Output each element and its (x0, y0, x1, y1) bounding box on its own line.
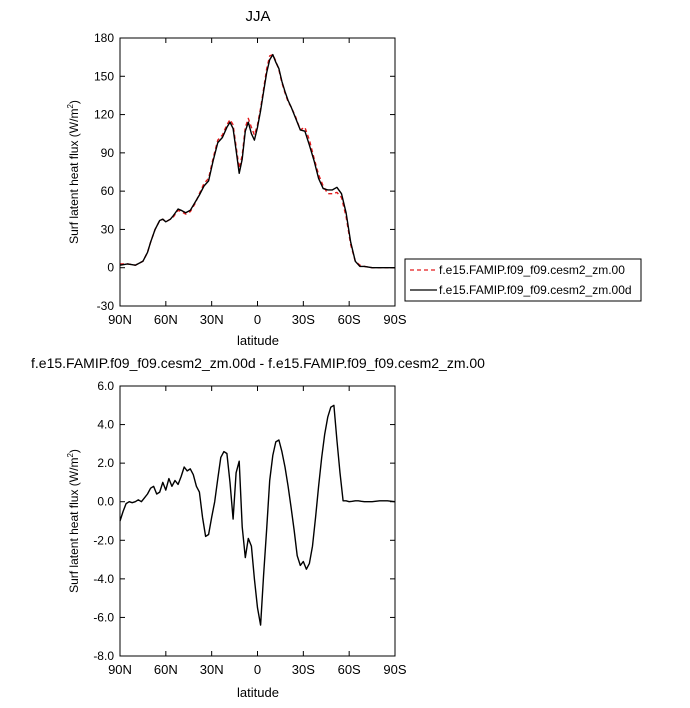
legend-box (404, 258, 642, 302)
top-x-axis: 90N 60N 30N 0 30S 60S 90S (108, 38, 407, 327)
legend-label: f.e15.FAMIP.f09_f09.cesm2_zm.00d (439, 283, 632, 297)
x-tick-label: 90N (108, 662, 132, 677)
y-tick-label: 6.0 (97, 379, 114, 393)
top-y-axis-label-close: ) (67, 100, 81, 104)
top-x-axis-label: latitude (237, 333, 279, 348)
bottom-panel: f.e15.FAMIP.f09_f09.cesm2_zm.00d - f.e15… (31, 355, 485, 700)
x-tick-label: 0 (254, 312, 261, 327)
top-y-axis: -30 0 30 60 90 120 150 180 (94, 31, 395, 313)
y-tick-label: -30 (97, 299, 115, 313)
x-tick-label: 30N (200, 312, 224, 327)
y-tick-label: 30 (101, 222, 115, 236)
y-tick-label: 0 (107, 261, 114, 275)
bottom-y-axis: -8.0 -6.0 -4.0 -2.0 0.0 2.0 4.0 6.0 (93, 379, 395, 663)
top-y-axis-label-sup: 2 (66, 104, 75, 109)
y-tick-label: 4.0 (97, 418, 114, 432)
top-chart-title: JJA (245, 8, 270, 25)
y-tick-label: -8.0 (93, 649, 114, 663)
y-tick-label: 120 (94, 108, 114, 122)
y-tick-label: 150 (94, 69, 114, 83)
x-tick-label: 30S (292, 662, 315, 677)
bottom-x-axis-label: latitude (237, 685, 279, 700)
x-tick-label: 90S (383, 312, 406, 327)
x-tick-label: 30N (200, 662, 224, 677)
y-tick-label: -4.0 (93, 572, 114, 586)
y-tick-label: 0.0 (97, 495, 114, 509)
x-tick-label: 60N (154, 312, 178, 327)
x-tick-label: 90S (383, 662, 406, 677)
x-tick-label: 60S (338, 662, 361, 677)
legend-entry-1: f.e15.FAMIP.f09_f09.cesm2_zm.00 (410, 263, 625, 277)
x-tick-label: 60N (154, 662, 178, 677)
y-tick-label: 90 (101, 146, 115, 160)
y-tick-label: -2.0 (93, 533, 114, 547)
series-line-2 (119, 53, 395, 269)
bottom-y-axis-label-close: ) (67, 449, 81, 453)
top-panel: JJA 90N 60N 30N 0 30S 60S 90S -30 0 30 60 90 120 150… (66, 8, 642, 348)
y-tick-label: 2.0 (97, 456, 114, 470)
series-line-1 (120, 53, 395, 269)
bottom-chart-title: f.e15.FAMIP.f09_f09.cesm2_zm.00d - f.e15… (31, 355, 485, 371)
x-tick-label: 30S (292, 312, 315, 327)
bottom-x-axis: 90N 60N 30N 0 30S 60S 90S (108, 386, 407, 677)
y-tick-label: 60 (101, 184, 115, 198)
top-y-axis-label: Surf latent heat flux (W/m2) (66, 100, 81, 244)
x-tick-label: 60S (338, 312, 361, 327)
x-tick-label: 0 (254, 662, 261, 677)
top-plot-area (119, 53, 395, 269)
legend-label: f.e15.FAMIP.f09_f09.cesm2_zm.00 (439, 263, 625, 277)
bottom-y-axis-label-sup: 2 (66, 453, 75, 458)
top-legend: f.e15.FAMIP.f09_f09.cesm2_zm.00 f.e15.FA… (404, 258, 642, 302)
top-y-axis-label-text: Surf latent heat flux (W/m (67, 109, 81, 244)
legend-entry-2: f.e15.FAMIP.f09_f09.cesm2_zm.00d (410, 283, 632, 297)
y-tick-label: -6.0 (93, 610, 114, 624)
top-plot-frame (119, 37, 396, 307)
bottom-y-axis-label-text: Surf latent heat flux (W/m (67, 458, 81, 593)
bottom-plot-frame (119, 385, 396, 657)
y-tick-label: 180 (94, 31, 114, 45)
bottom-plot-area (119, 404, 396, 626)
x-tick-label: 90N (108, 312, 132, 327)
series-line-1 (119, 404, 396, 626)
bottom-y-axis-label: Surf latent heat flux (W/m2) (66, 449, 81, 593)
